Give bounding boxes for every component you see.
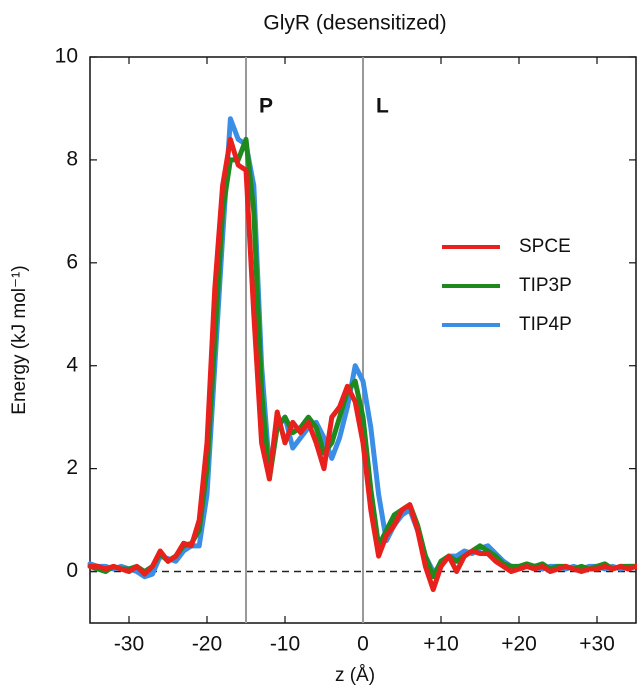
x-tick-label: 0 bbox=[357, 633, 369, 656]
y-tick-label: 6 bbox=[66, 250, 78, 273]
legend-label: TIP3P bbox=[519, 275, 572, 296]
x-tick-label: +10 bbox=[423, 633, 459, 656]
y-tick-label: 0 bbox=[66, 559, 78, 582]
y-axis-label: Energy (kJ mol⁻¹) bbox=[9, 265, 30, 414]
series-line bbox=[87, 136, 637, 593]
y-tick-label: 10 bbox=[55, 45, 78, 68]
annotation-label: P bbox=[259, 95, 273, 118]
x-tick-label: -30 bbox=[114, 633, 144, 656]
annotation-label: L bbox=[376, 95, 389, 118]
y-tick-label: 8 bbox=[66, 147, 78, 170]
y-tick-label: 4 bbox=[66, 353, 78, 376]
x-axis-label: z (Å) bbox=[335, 665, 375, 686]
x-tick-label: +30 bbox=[579, 633, 615, 656]
legend-label: SPCE bbox=[519, 236, 571, 257]
y-tick-label: 2 bbox=[66, 456, 78, 479]
x-tick-label: -10 bbox=[270, 633, 300, 656]
x-tick-label: -20 bbox=[192, 633, 222, 656]
legend-label: TIP4P bbox=[519, 314, 572, 335]
chart-title: GlyR (desensitized) bbox=[263, 12, 446, 35]
x-tick-label: +20 bbox=[501, 633, 537, 656]
